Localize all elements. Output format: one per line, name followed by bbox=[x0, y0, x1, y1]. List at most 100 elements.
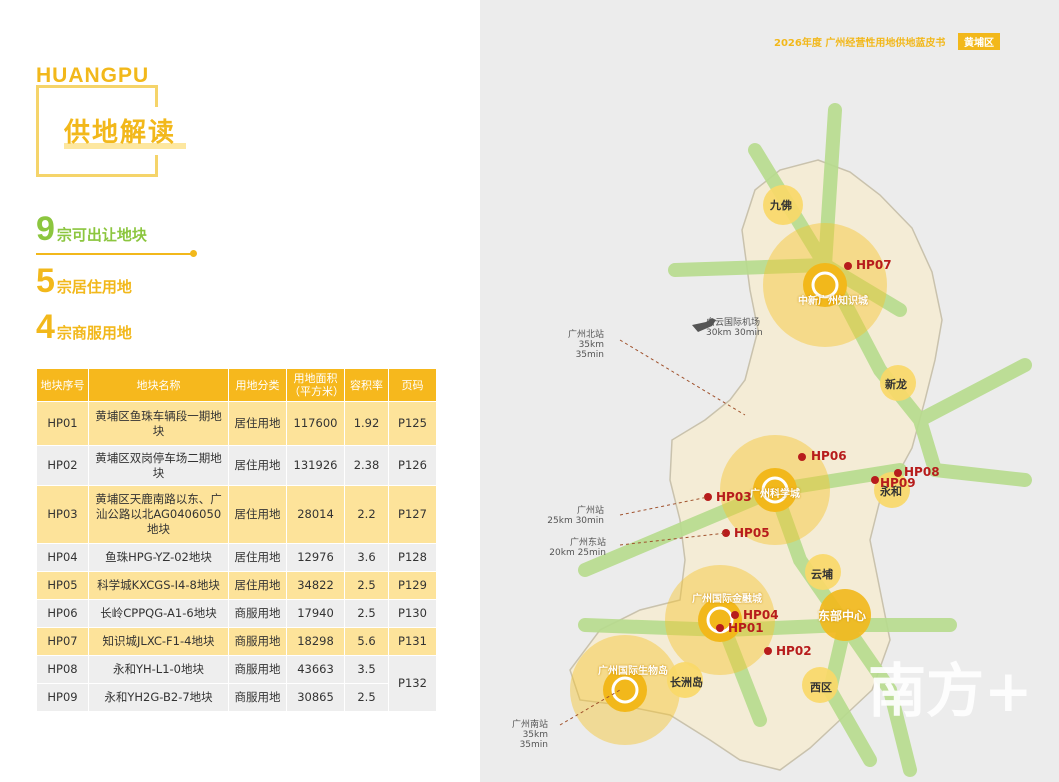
stat-divider-dot bbox=[190, 250, 197, 257]
station-gz-time: 25km 30min bbox=[547, 516, 604, 526]
label-dongbu: 东部中心 bbox=[818, 609, 867, 623]
cell-area: 117600 bbox=[286, 401, 345, 446]
hp05-dot bbox=[722, 529, 730, 537]
hp07-dot bbox=[844, 262, 852, 270]
cell-far: 3.6 bbox=[344, 543, 389, 572]
plot-label-hp09: HP09 bbox=[880, 476, 916, 490]
station-east: 广州东站 20km 25min bbox=[546, 538, 606, 558]
cell-id: HP05 bbox=[36, 571, 89, 600]
cell-page: P132 bbox=[388, 655, 437, 712]
link-gz bbox=[619, 496, 709, 516]
hp04-dot bbox=[731, 611, 739, 619]
cell-name: 黄埔区双岗停车场二期地块 bbox=[88, 445, 229, 486]
cell-far: 2.38 bbox=[344, 445, 389, 486]
watermark-logo: 南方+ bbox=[868, 657, 1033, 725]
shengwudao-ring bbox=[611, 676, 639, 704]
label-changzhou: 长洲岛 bbox=[670, 676, 703, 689]
xinlong-node bbox=[880, 365, 916, 401]
corridor-west-north bbox=[668, 258, 832, 277]
stat-total-text: 宗可出让地块 bbox=[56, 226, 147, 244]
zhishicheng-core bbox=[803, 263, 847, 307]
corridor-east2 bbox=[928, 463, 1032, 487]
corridor-south-east bbox=[768, 483, 957, 632]
table-row: HP07 知识城JLXC-F1-4地块 商服用地 18298 5.6 P131 bbox=[36, 627, 437, 656]
label-shengwudao: 广州国际生物岛 bbox=[598, 666, 668, 677]
station-airport: 白云国际机场 30km 30min bbox=[706, 318, 763, 338]
cell-name: 黄埔区鱼珠车辆段一期地块 bbox=[88, 401, 229, 446]
map-graphic bbox=[559, 103, 1032, 777]
cell-page: P129 bbox=[388, 571, 437, 600]
plot-label-hp03: HP03 bbox=[716, 490, 752, 504]
cell-page: P127 bbox=[388, 485, 437, 544]
table-row: HP09 永和YH2G-B2-7地块 商服用地 30865 2.5 bbox=[36, 683, 437, 712]
table-row: HP02 黄埔区双岗停车场二期地块 居住用地 131926 2.38 P126 bbox=[36, 445, 437, 486]
cell-id: HP02 bbox=[36, 445, 89, 486]
th-id: 地块序号 bbox=[36, 368, 89, 402]
brand-label: HUANGPU bbox=[36, 64, 150, 87]
cell-name: 鱼珠HPG-YZ-02地块 bbox=[88, 543, 229, 572]
cell-name: 科学城KXCGS-I4-8地块 bbox=[88, 571, 229, 600]
label-yongdong: 永和 bbox=[880, 485, 902, 498]
th-name: 地块名称 bbox=[88, 368, 229, 402]
stat-total-number: 9 bbox=[36, 210, 55, 248]
title-underline bbox=[64, 143, 186, 149]
yuzhu-core bbox=[698, 598, 742, 642]
cell-far: 5.6 bbox=[344, 627, 389, 656]
left-panel: HUANGPU 供地解读 9 宗可出让地块 5 宗居住用地 4 宗商服用地 地块序号 … bbox=[0, 0, 480, 782]
cell-far: 2.5 bbox=[344, 571, 389, 600]
stat-commercial-number: 4 bbox=[36, 308, 55, 346]
cell-far: 2.2 bbox=[344, 485, 389, 544]
cell-page: P126 bbox=[388, 445, 437, 486]
cell-type: 商服用地 bbox=[228, 627, 287, 656]
cell-id: HP04 bbox=[36, 543, 89, 572]
cell-area: 43663 bbox=[286, 655, 345, 684]
shengwudao-core bbox=[603, 668, 647, 712]
cell-area: 12976 bbox=[286, 543, 345, 572]
plot-table: 地块序号 地块名称 用地分类 用地面积（平方米） 容积率 页码 HP01 黄埔区… bbox=[36, 368, 437, 712]
cell-name: 永和YH-L1-0地块 bbox=[88, 655, 229, 684]
stat-divider bbox=[36, 253, 192, 255]
th-far: 容积率 bbox=[344, 368, 389, 402]
plot-label-hp07: HP07 bbox=[856, 258, 892, 272]
district-map: 2026年度 广州经营性用地供地蓝皮书 黄埔区 九佛 新龙 永和 云埔 西区 长… bbox=[480, 0, 1059, 782]
cell-type: 居住用地 bbox=[228, 485, 287, 544]
corridor-south-branch bbox=[718, 623, 767, 727]
cell-name: 知识城JLXC-F1-4地块 bbox=[88, 627, 229, 656]
cell-type: 居住用地 bbox=[228, 543, 287, 572]
table-row: HP06 长岭CPPQG-A1-6地块 商服用地 17940 2.5 P130 bbox=[36, 599, 437, 628]
corridor-north-branch bbox=[818, 103, 842, 272]
cell-far: 1.92 bbox=[344, 401, 389, 446]
cell-name: 长岭CPPQG-A1-6地块 bbox=[88, 599, 229, 628]
dongbu-core bbox=[819, 589, 871, 641]
station-gz-name: 广州站 bbox=[576, 506, 604, 516]
label-yunpu: 云埔 bbox=[811, 568, 833, 581]
cell-type: 居住用地 bbox=[228, 401, 287, 446]
cell-far: 2.5 bbox=[344, 599, 389, 628]
cell-type: 商服用地 bbox=[228, 655, 287, 684]
plot-markers bbox=[704, 262, 902, 655]
cell-page: P125 bbox=[388, 401, 437, 446]
cell-page: P130 bbox=[388, 599, 437, 628]
kexuecheng-core bbox=[753, 468, 797, 512]
hp01-dot bbox=[716, 624, 724, 632]
hp02-dot bbox=[764, 647, 772, 655]
cell-id: HP08 bbox=[36, 655, 89, 684]
link-north bbox=[619, 339, 746, 416]
plot-label-hp05: HP05 bbox=[734, 526, 770, 540]
cell-id: HP07 bbox=[36, 627, 89, 656]
yongdong-node bbox=[874, 472, 910, 508]
station-north: 广州北站 35km 35min bbox=[560, 330, 604, 360]
plot-label-hp01: HP01 bbox=[728, 621, 764, 635]
cell-page: P128 bbox=[388, 543, 437, 572]
jiufo-node bbox=[763, 185, 803, 225]
label-kexuecheng: 广州科学城 bbox=[750, 489, 800, 500]
station-south: 广州南站 35km 35min bbox=[496, 720, 548, 750]
station-north-time: 35km 35min bbox=[575, 340, 604, 360]
xiqu-node bbox=[802, 667, 838, 703]
cell-area: 28014 bbox=[286, 485, 345, 544]
table-row: HP04 鱼珠HPG-YZ-02地块 居住用地 12976 3.6 P128 bbox=[36, 543, 437, 572]
airport-icon bbox=[692, 318, 716, 332]
cell-area: 17940 bbox=[286, 599, 345, 628]
cell-type: 商服用地 bbox=[228, 683, 287, 712]
th-page: 页码 bbox=[388, 368, 437, 402]
